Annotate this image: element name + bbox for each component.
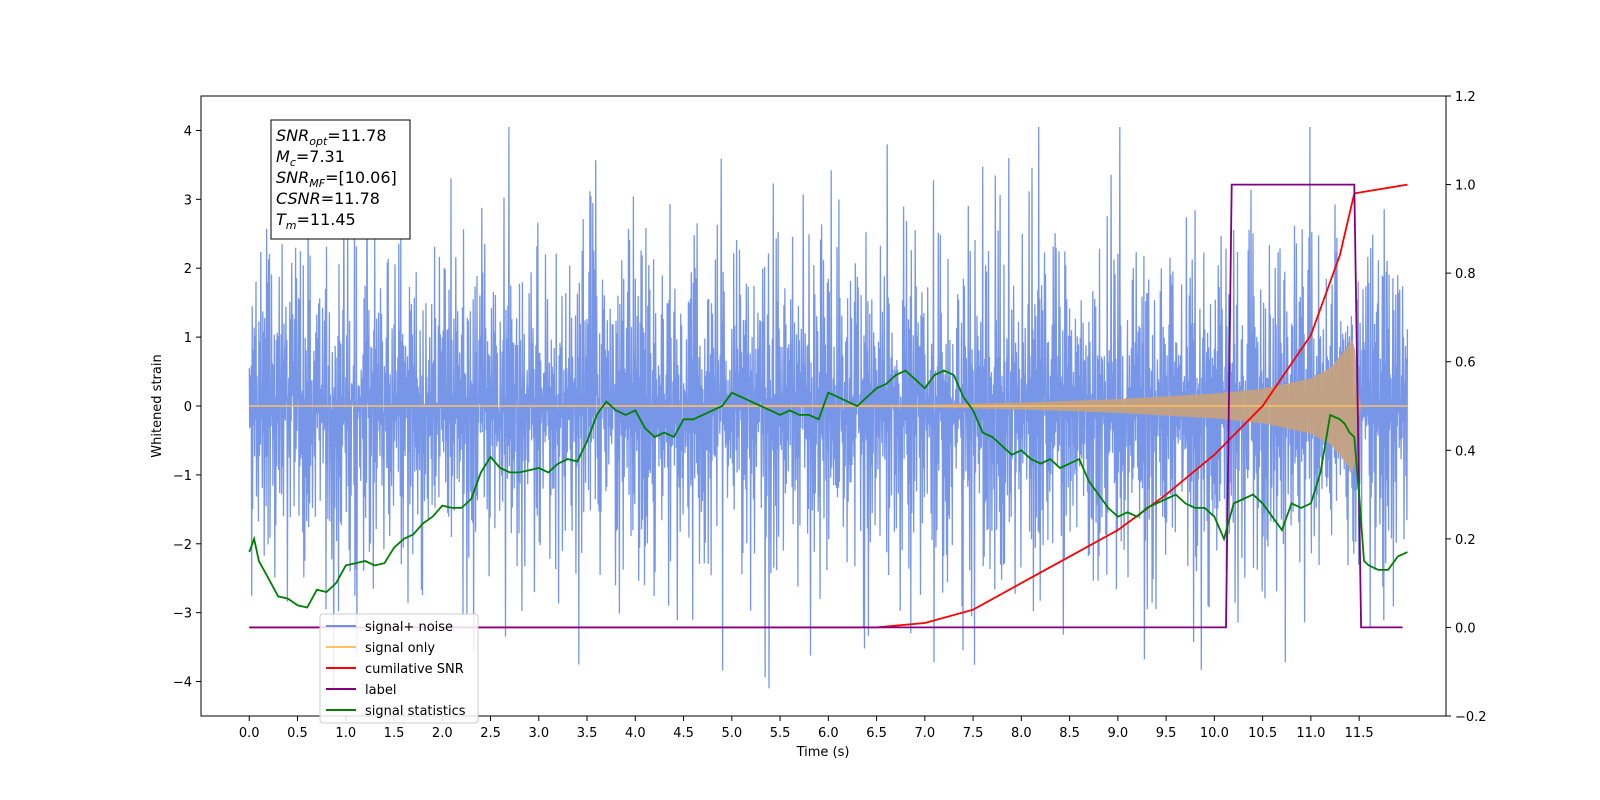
stats-line: CSNR=11.78 [276,189,380,208]
x-tick-label: 10.0 [1200,726,1229,741]
y-left-tick-label: −4 [173,676,192,691]
legend: signal+ noise signal only cumilative SNR la… [319,613,479,724]
x-tick-label: 9.0 [1108,726,1129,741]
y-right-tick-label: 0.2 [1455,533,1476,548]
y-left-tick-label: −3 [173,607,192,622]
legend-label: signal statistics [365,704,466,719]
x-tick-label: 6.5 [866,726,887,741]
x-tick-label: 5.5 [770,726,791,741]
y-axis-label: Whitened strain [150,354,165,457]
legend-frame [319,613,479,724]
x-tick-label: 0.0 [239,726,260,741]
x-tick-label: 3.5 [577,726,598,741]
x-tick-label: 2.5 [480,726,501,741]
stats-line: Mc=7.31 [276,147,345,169]
stats-box-frame [270,119,411,240]
x-tick-label: 8.5 [1059,726,1080,741]
y-right-tick-label: 1.2 [1455,90,1476,105]
x-tick-label: 6.0 [818,726,839,741]
y-left-tick-label: 0 [184,400,192,415]
x-tick-label: 1.5 [384,726,405,741]
series-lines [248,183,1408,629]
y-left-tick-label: 4 [184,124,192,139]
stats-line: Tm=11.45 [276,210,356,232]
stats-line: SNRMF=[10.06] [276,168,397,190]
y-left-tick-label: 3 [184,193,192,208]
x-tick-label: 10.5 [1248,726,1277,741]
legend-label: signal+ noise [365,620,453,635]
x-tick-label: 9.5 [1156,726,1177,741]
legend-label: label [365,683,396,698]
series-line-label [249,183,1403,629]
x-axis-label: Time (s) [796,745,850,760]
stats-annotation-box: SNRopt=11.78Mc=7.31SNRMF=[10.06]CSNR=11.… [270,119,411,240]
y-right-tick-label: −0.2 [1455,710,1487,725]
x-tick-label: 4.0 [625,726,646,741]
series-signal-noise [248,126,1409,689]
series-line-signal-statistics [248,369,1408,609]
x-tick-label: 1.0 [335,726,356,741]
stats-line: SNRopt=11.78 [276,126,387,148]
y-right-tick-label: 0.4 [1455,444,1476,459]
y-left-tick-label: 2 [184,262,192,277]
x-tick-label: 4.5 [673,726,694,741]
y-right-tick-label: 0.8 [1455,267,1476,282]
y-left-tick-label: −1 [173,469,192,484]
x-tick-label: 7.0 [914,726,935,741]
series-signal-only [249,339,1408,473]
y-right-tick-label: 1.0 [1455,179,1476,194]
x-tick-label: 3.0 [528,726,549,741]
y-right-tick-label: 0.0 [1455,621,1476,636]
signal-noise-line [248,126,1409,689]
y-axis-left-ticks: 4 3 2 1 0 −1 −2 −3 −4 [173,124,201,691]
y-left-tick-label: 1 [184,331,192,346]
x-tick-label: 11.5 [1345,726,1374,741]
x-tick-label: 2.0 [432,726,453,741]
x-tick-label: 8.0 [1011,726,1032,741]
x-tick-label: 0.5 [287,726,308,741]
x-tick-label: 5.0 [721,726,742,741]
legend-label: cumilative SNR [365,662,464,677]
x-tick-label: 11.0 [1296,726,1325,741]
x-axis-ticks: 0.0 0.5 1.0 1.5 2.0 2.5 3.0 3.5 4.0 4.5 5.0 5.5 6.0 6… [239,716,1374,741]
y-right-tick-label: 0.6 [1455,356,1476,371]
legend-label: signal only [365,641,435,656]
y-axis-right-ticks: 1.2 1.0 0.8 0.6 0.4 0.2 0.0 −0.2 [1446,90,1487,725]
x-tick-label: 7.5 [963,726,984,741]
y-left-tick-label: −2 [173,538,192,553]
